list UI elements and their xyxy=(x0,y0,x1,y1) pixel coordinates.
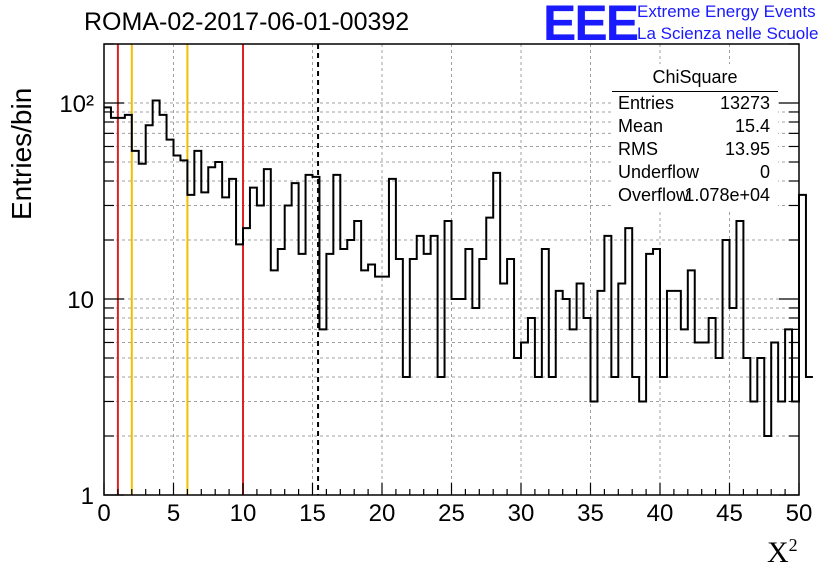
stats-row-rms: RMS 13.95 xyxy=(618,139,770,162)
stats-value: 0 xyxy=(759,162,770,182)
x-axis-tick-labels: 0 5 10 15 20 25 30 35 40 45 50 xyxy=(97,500,812,527)
x-tick-label: 20 xyxy=(369,500,396,527)
stats-box: ChiSquare Entries 13273 Mean 15.4 RMS 13… xyxy=(612,64,778,209)
x-tick-label: 10 xyxy=(230,500,257,527)
axis-ticks xyxy=(103,43,800,496)
stats-label: Entries xyxy=(618,93,675,113)
stats-label: Underflow xyxy=(618,162,700,182)
eee-logo: EEE xyxy=(543,0,639,51)
stats-value: 15.4 xyxy=(734,116,770,136)
histogram-series xyxy=(104,99,813,437)
y-axis-tick-labels: 1 10 10² xyxy=(59,91,94,510)
y-axis-label: Entries/bin xyxy=(6,87,37,220)
x-tick-label: 5 xyxy=(167,500,180,527)
stats-label: Mean xyxy=(618,116,664,136)
x-tick-label: 25 xyxy=(438,500,465,527)
x-tick-label: 50 xyxy=(786,500,813,527)
y-tick-label: 10 xyxy=(67,287,94,314)
logo-line-2: La Scienza nelle Scuole xyxy=(637,24,819,43)
stats-row-underflow: Underflow 0 xyxy=(618,162,770,185)
x-axis-label-base: X xyxy=(767,536,789,569)
x-tick-label: 30 xyxy=(508,500,535,527)
stats-title: ChiSquare xyxy=(652,67,738,87)
logo-line-1: Extreme Energy Events xyxy=(637,2,816,21)
x-tick-label: 40 xyxy=(647,500,674,527)
stats-label: RMS xyxy=(618,139,658,159)
x-tick-label: 45 xyxy=(716,500,743,527)
x-tick-label: 35 xyxy=(577,500,604,527)
stats-label: Overflow xyxy=(618,185,690,205)
stats-value: 13273 xyxy=(719,93,770,113)
stats-divider xyxy=(612,91,778,92)
stats-row-mean: Mean 15.4 xyxy=(618,116,770,139)
stats-value: 1.078e+04 xyxy=(684,185,770,205)
stats-value: 13.95 xyxy=(724,139,770,159)
y-tick-label: 1 xyxy=(81,483,94,510)
x-tick-label: 0 xyxy=(97,500,110,527)
x-axis-label-superscript: 2 xyxy=(788,535,798,555)
chart-title: ROMA-02-2017-06-01-00392 xyxy=(84,8,410,36)
reference-lines xyxy=(116,44,320,495)
stats-row-overflow: Overflow 1.078e+04 xyxy=(618,185,770,208)
stats-row-entries: Entries 13273 xyxy=(618,93,770,116)
y-tick-label: 10² xyxy=(59,91,94,118)
x-axis-label: X2 xyxy=(767,535,798,570)
x-tick-label: 15 xyxy=(299,500,326,527)
